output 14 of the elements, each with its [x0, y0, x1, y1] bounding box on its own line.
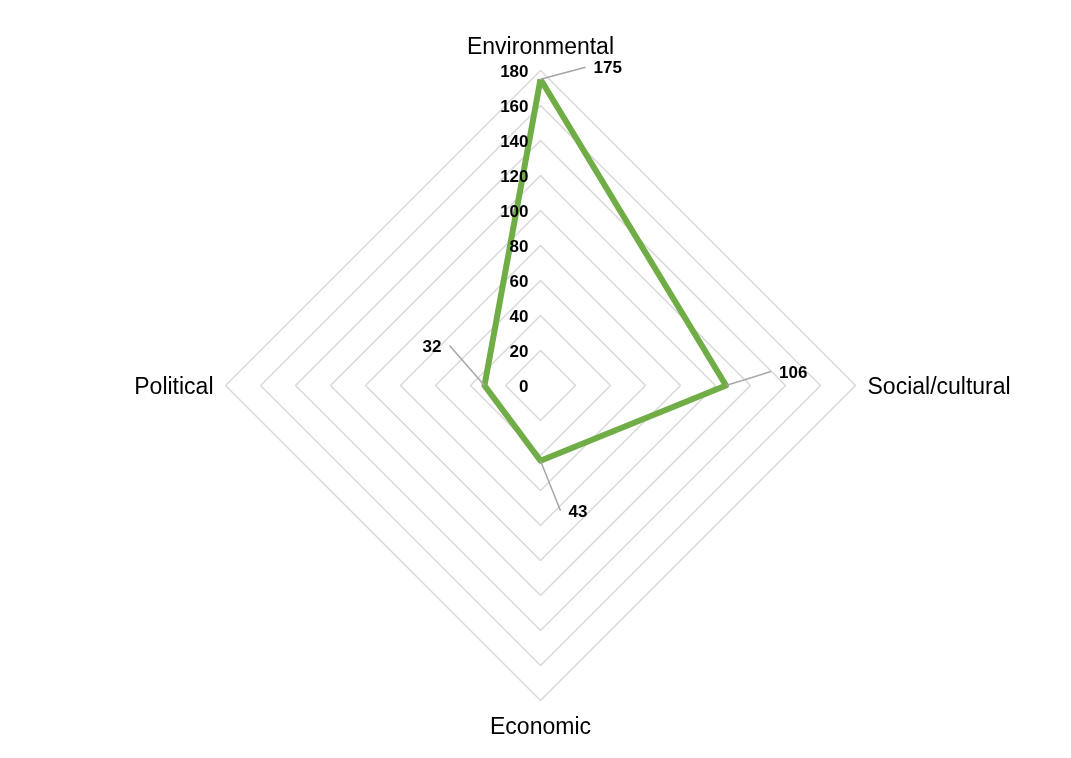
data-label: 106: [779, 362, 808, 382]
spoke-label: Environmental: [466, 32, 615, 59]
y-tick-label: 40: [509, 306, 529, 326]
y-tick-label: 180: [500, 61, 529, 81]
data-label: 32: [422, 336, 442, 356]
data-label: 43: [568, 501, 588, 521]
y-tick-label: 160: [500, 96, 529, 116]
y-tick-label: 60: [509, 271, 529, 291]
spoke-label: Economic: [490, 712, 591, 739]
data-label: 175: [593, 58, 622, 78]
spoke-label: Social/cultural: [867, 372, 1011, 399]
spoke-label: Political: [134, 372, 214, 399]
y-tick-label: 20: [509, 341, 529, 361]
y-tick-label: 0: [519, 376, 529, 396]
